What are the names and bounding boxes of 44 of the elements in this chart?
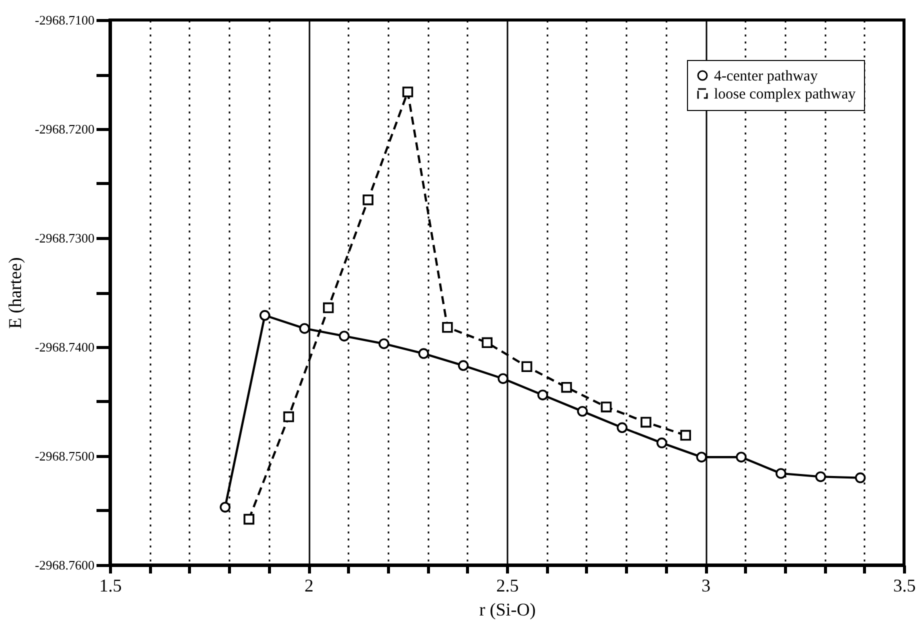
point <box>299 323 310 334</box>
point <box>815 471 826 482</box>
x-tick-label: 2 <box>304 576 314 596</box>
y-tick-label: -2968.7400 <box>34 340 94 354</box>
point <box>854 472 866 484</box>
y-tick-label: -2968.7600 <box>34 558 94 572</box>
point <box>776 468 786 479</box>
point <box>338 330 350 342</box>
point <box>283 411 294 422</box>
y-tick-label: -2968.7200 <box>34 122 94 136</box>
point <box>442 322 453 333</box>
point <box>616 422 628 434</box>
point <box>220 502 230 513</box>
x-tick-label: 2.5 <box>496 576 519 596</box>
point <box>482 337 493 348</box>
point <box>680 430 692 441</box>
point <box>498 373 508 384</box>
point <box>696 452 707 462</box>
x-axis-title: r (Si-O) <box>479 600 536 620</box>
y-tick-label: -2968.7100 <box>34 12 94 28</box>
point <box>418 348 429 359</box>
point <box>577 406 588 417</box>
point <box>362 194 374 206</box>
point <box>322 302 334 314</box>
point <box>458 360 469 371</box>
x-tick-label: 3 <box>702 576 710 596</box>
x-tick-label: 3.5 <box>893 576 916 596</box>
y-tick-label: -2968.7500 <box>34 448 94 464</box>
point <box>521 361 532 372</box>
legend-label: loose complex pathway <box>714 86 856 102</box>
point <box>736 452 747 462</box>
point <box>402 86 414 98</box>
point <box>378 338 390 350</box>
legend-label: 4-center pathway <box>714 68 818 84</box>
point <box>561 382 572 393</box>
point <box>259 310 270 321</box>
y-axis-title: E (hartee) <box>4 257 25 329</box>
point <box>600 402 612 412</box>
point <box>244 514 254 525</box>
y-tick-label: -2968.7300 <box>34 230 94 246</box>
x-tick-label: 1.5 <box>99 576 122 596</box>
point <box>640 416 652 428</box>
point <box>656 438 668 448</box>
point <box>537 390 548 400</box>
